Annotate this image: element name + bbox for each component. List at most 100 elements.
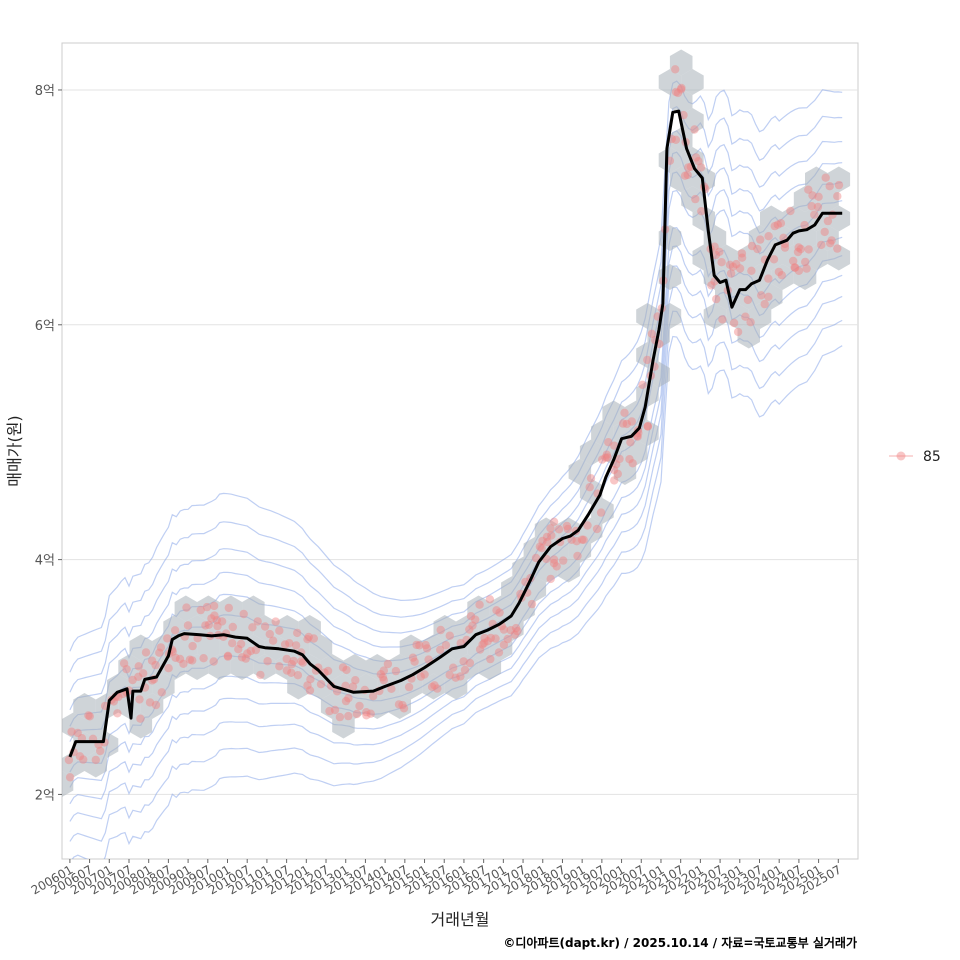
hex-cell — [62, 712, 85, 739]
data-point — [673, 88, 683, 98]
data-point — [228, 639, 237, 648]
data-point — [513, 626, 522, 636]
data-point — [691, 194, 700, 204]
data-point — [306, 675, 315, 684]
data-point — [451, 673, 460, 682]
data-point — [691, 153, 701, 162]
data-point — [480, 638, 489, 648]
data-point — [563, 524, 572, 534]
data-point — [344, 711, 353, 721]
data-point — [747, 241, 757, 251]
data-point — [171, 653, 180, 662]
data-point — [156, 643, 166, 652]
data-point — [325, 706, 334, 716]
data-point — [827, 236, 836, 245]
hex-cell — [253, 615, 276, 641]
data-point — [814, 192, 823, 201]
data-point — [67, 727, 76, 736]
data-point — [155, 648, 164, 657]
contour-line — [71, 335, 843, 859]
hex-cell — [197, 634, 220, 661]
data-point — [671, 135, 681, 144]
data-point — [271, 617, 280, 626]
data-point — [468, 621, 477, 630]
data-point — [304, 632, 313, 642]
legend: 85 — [889, 449, 941, 465]
hex-cell — [726, 264, 749, 290]
data-point — [596, 508, 606, 517]
data-point — [465, 625, 474, 634]
hex-cell — [681, 69, 704, 95]
data-point — [475, 645, 485, 654]
data-point — [696, 163, 706, 172]
data-point — [246, 646, 255, 656]
hex-cell — [748, 225, 772, 251]
data-point — [157, 688, 166, 697]
data-point — [676, 85, 686, 94]
hex-cell — [726, 303, 749, 329]
data-point — [236, 639, 246, 649]
hex-cell — [287, 673, 310, 700]
hex-cell — [568, 459, 592, 485]
hex-cell — [591, 420, 614, 446]
data-point — [293, 628, 302, 638]
hex-cell — [107, 673, 130, 700]
data-point — [813, 202, 823, 212]
data-point — [546, 524, 555, 533]
hex-cell — [185, 654, 209, 680]
y-tick-label: 4억 — [35, 554, 55, 569]
data-point — [554, 525, 564, 534]
data-point — [633, 432, 642, 441]
data-point — [486, 654, 495, 664]
hex-cell — [501, 615, 524, 641]
contour-line — [69, 310, 843, 842]
data-point — [260, 622, 270, 631]
data-point — [592, 524, 602, 534]
data-point — [503, 634, 512, 644]
hex-cell — [230, 615, 254, 641]
hex-cell — [613, 420, 637, 446]
data-point — [800, 220, 809, 230]
data-point — [376, 670, 385, 679]
data-point — [251, 645, 261, 655]
data-point — [823, 216, 833, 226]
data-point — [547, 531, 556, 540]
hex-cell — [568, 537, 592, 563]
data-point — [287, 660, 296, 669]
data-point — [717, 258, 726, 267]
hex-cell — [298, 615, 321, 641]
data-point — [196, 605, 205, 615]
data-point — [341, 696, 351, 706]
data-point — [609, 465, 619, 475]
data-point — [718, 315, 727, 324]
data-point — [774, 267, 784, 277]
hex-cell — [309, 634, 333, 661]
plot-panel — [61, 42, 859, 860]
hex-cell — [478, 654, 502, 680]
data-point — [64, 755, 74, 765]
hex-cell — [242, 634, 265, 661]
data-point — [256, 670, 265, 680]
caption: ©디아파트(dapt.kr) / 2025.10.14 / 자료=국토교통부 실… — [503, 935, 857, 950]
data-point — [170, 626, 180, 635]
data-point — [537, 543, 546, 553]
hex-cell — [140, 693, 164, 719]
data-point — [387, 684, 396, 693]
data-point — [383, 659, 393, 669]
hex-cell — [422, 634, 445, 661]
contour-line — [69, 105, 843, 673]
hex-cell — [489, 634, 513, 661]
data-point — [280, 640, 290, 649]
hex-cell — [782, 244, 805, 271]
data-point — [285, 639, 294, 648]
hex-cell — [669, 166, 693, 193]
hex-cell — [546, 537, 569, 563]
data-point — [694, 157, 703, 166]
data-point — [559, 556, 568, 565]
data-point — [209, 657, 218, 666]
data-point — [483, 637, 492, 646]
data-point — [96, 746, 105, 756]
data-point — [303, 681, 312, 690]
data-point — [777, 271, 786, 280]
